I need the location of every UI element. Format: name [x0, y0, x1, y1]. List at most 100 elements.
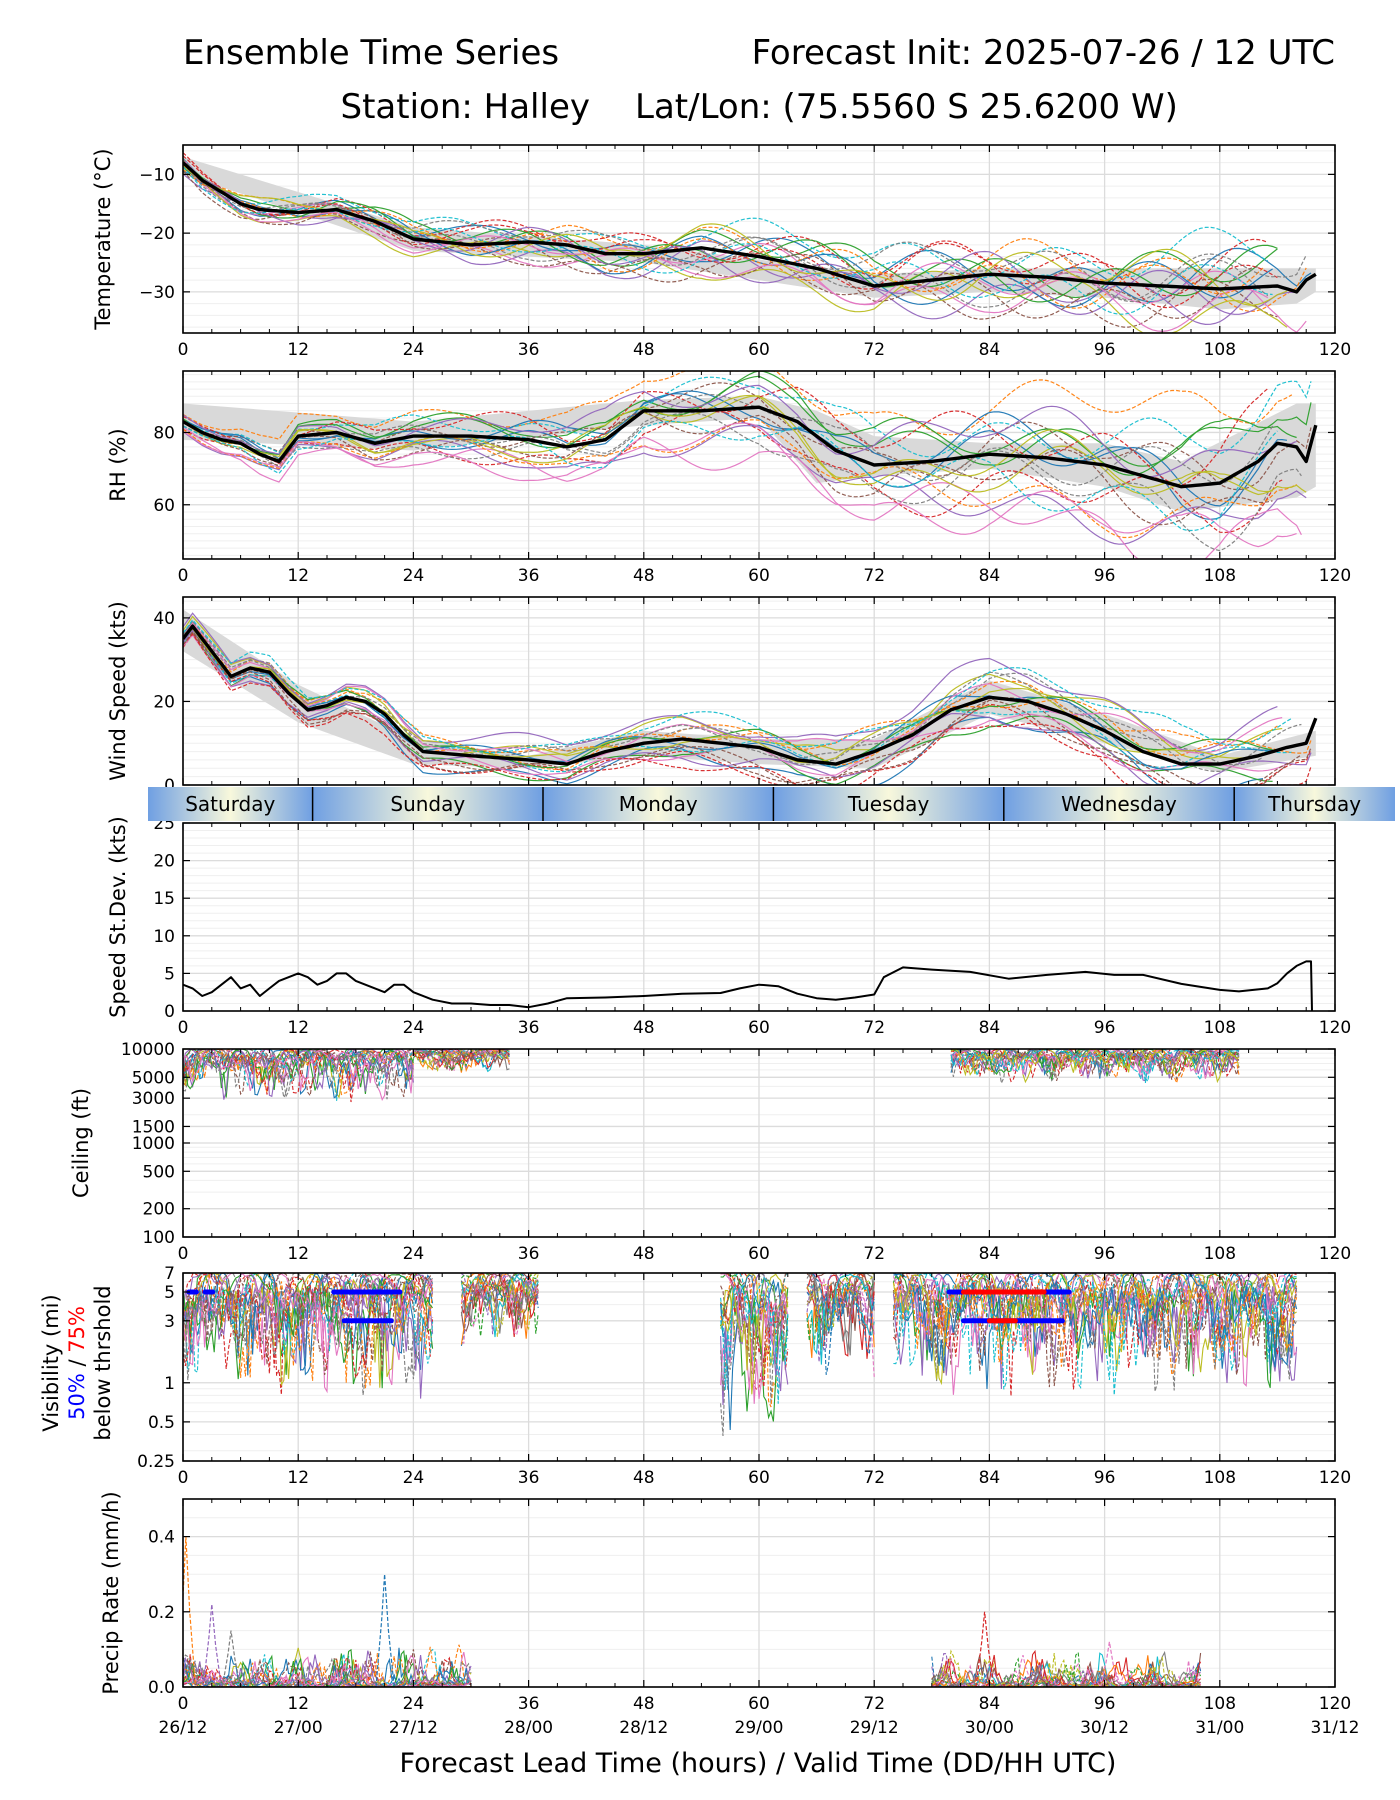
- precip-x-tick-label: 72: [863, 1694, 885, 1714]
- wind-member-line: [183, 631, 1302, 785]
- wind-y-axis: 0 20 40: [153, 609, 1335, 796]
- temp-member-line: [183, 166, 1273, 315]
- day-label-saturday: Saturday: [185, 792, 275, 816]
- day-label-wednesday: Wednesday: [1061, 792, 1177, 816]
- precip-x-axis: 0 26/12 12 27/00 24 27/12 36 28/00 48 28/12 60 29/0…: [159, 1499, 1360, 1738]
- temp-plot-area: [183, 152, 1317, 333]
- visibility-member-line: [807, 1273, 875, 1337]
- temp-x-tick-label: 48: [633, 340, 655, 360]
- visibility-member-line: [893, 1273, 1298, 1371]
- day-label-sunday: Sunday: [390, 792, 465, 816]
- visibility-member-line: [183, 1273, 433, 1366]
- rh-member-line: [183, 424, 1307, 545]
- rh-x-tick-label: 96: [1094, 566, 1116, 586]
- temp-x-tick-label: 0: [178, 340, 189, 360]
- valid-time-label: 26/12: [159, 1718, 208, 1738]
- ceiling-y-tick-label: 10000: [121, 1040, 175, 1060]
- speed_sd-x-axis: 0 12 24 36 48 60 72 84 96 108 120: [178, 823, 1351, 1038]
- rh-x-axis: 0 12 24 36 48 60 72 84 96 108 120: [178, 371, 1351, 586]
- valid-time-label: 28/12: [619, 1718, 668, 1738]
- precip-x-tick-label: 84: [979, 1694, 1001, 1714]
- day-label-tuesday: Tuesday: [847, 792, 930, 816]
- ceiling-x-tick-label: 108: [1204, 1244, 1236, 1264]
- ceiling-x-axis: 0 12 24 36 48 60 72 84 96 108 120: [178, 1049, 1351, 1264]
- precip-x-tick-label: 60: [748, 1694, 770, 1714]
- temp-member-line: [183, 155, 1269, 297]
- visibility-member-line: [806, 1273, 875, 1336]
- temp-y-tick-label: −30: [139, 283, 175, 303]
- ceiling-plot-area: [183, 1049, 1240, 1103]
- day-band-cell: [1234, 787, 1395, 821]
- precip-peak-line: [375, 1574, 395, 1687]
- temp-y-tick-label: −10: [139, 165, 175, 185]
- visibility-x-tick-label: 48: [633, 1468, 655, 1488]
- rh-member-line: [183, 375, 1312, 476]
- wind-member-line: [183, 621, 1283, 771]
- precip-y-tick-label: 0.4: [148, 1528, 175, 1548]
- wind-plot-area: [183, 609, 1318, 785]
- ceiling-member-line: [950, 1049, 1240, 1083]
- panel-temp: 0 12 24 36 48 60 72 84 96 108 120 −10 −20 −30 Temperat…: [91, 144, 1351, 360]
- speed_sd-x-tick-label: 36: [518, 1018, 540, 1038]
- speed_sd-x-tick-label: 108: [1204, 1018, 1236, 1038]
- speed_sd-x-tick-label: 48: [633, 1018, 655, 1038]
- speed_sd-x-tick-label: 72: [863, 1018, 885, 1038]
- speed_sd-x-tick-label: 0: [178, 1018, 189, 1038]
- wind-member-line: [183, 630, 1312, 785]
- precip-x-tick-label: 96: [1094, 1694, 1116, 1714]
- ceiling-x-tick-label: 84: [979, 1244, 1001, 1264]
- wind-member-line: [183, 621, 1312, 771]
- speed_sd-x-tick-label: 24: [403, 1018, 425, 1038]
- temp-member-line: [183, 170, 1278, 328]
- panel-wind: 0122436486072849610812002040Wind Speed (…: [106, 596, 1351, 812]
- visibility-member-line: [806, 1273, 875, 1357]
- temp-member-line: [183, 160, 1307, 312]
- wind-member-line: [183, 633, 1312, 785]
- ceiling-y-axis-label: Ceiling (ft): [69, 1088, 93, 1198]
- ceiling-member-line: [950, 1049, 1240, 1079]
- day-label-thursday: Thursday: [1267, 792, 1361, 816]
- visibility-member-line: [720, 1273, 789, 1395]
- visibility-ylabel-line3: below thrshold: [91, 1285, 115, 1440]
- visibility-x-tick-label: 96: [1094, 1468, 1116, 1488]
- rh-member-line: [183, 395, 1273, 495]
- valid-time-label: 27/00: [274, 1718, 323, 1738]
- wind-y-tick-label: 20: [153, 692, 175, 712]
- temp-x-tick-label: 120: [1319, 340, 1351, 360]
- visibility-member-line: [460, 1273, 539, 1337]
- precip-x-tick-label: 48: [633, 1694, 655, 1714]
- visibility-x-tick-label: 24: [403, 1468, 425, 1488]
- precip-y-tick-label: 0.2: [148, 1603, 175, 1623]
- visibility-plot-area: [183, 1273, 1298, 1437]
- visibility-x-axis: 0 12 24 36 48 60 72 84 96 108 120: [178, 1273, 1351, 1488]
- visibility-ylabel-50pct: 50%: [65, 1373, 89, 1420]
- visibility-y-tick-label: 0.25: [137, 1452, 175, 1472]
- precip-x-tick-label: 36: [518, 1694, 540, 1714]
- speed_sd-y-tick-label: 5: [164, 964, 175, 984]
- temp-member-line: [183, 165, 1259, 319]
- speed_sd-y-tick-label: 15: [153, 889, 175, 909]
- rh-x-tick-label: 72: [863, 566, 885, 586]
- precip-peak-line: [221, 1630, 242, 1687]
- precip-member-line: [931, 1664, 1202, 1687]
- speed_sd-y-tick-label: 0: [164, 1002, 175, 1022]
- rh-member-line: [183, 394, 1307, 496]
- wind-y-tick-label: 40: [153, 609, 175, 629]
- precip-member-line: [183, 1657, 472, 1687]
- precip-member-line: [931, 1654, 1201, 1687]
- visibility-y-tick-label: 3: [164, 1312, 175, 1332]
- ceiling-y-tick-label: 200: [143, 1200, 175, 1220]
- temp-y-axis: −10 −20 −30: [139, 165, 1335, 303]
- visibility-ylabel-line2: 50% / 75%: [65, 1306, 89, 1420]
- temp-x-tick-label: 84: [979, 340, 1001, 360]
- ceiling-member-line: [413, 1049, 510, 1070]
- visibility-x-tick-label: 12: [287, 1468, 309, 1488]
- visibility-x-tick-label: 84: [979, 1468, 1001, 1488]
- precip-x-tick-label: 12: [287, 1694, 309, 1714]
- ceiling-member-line: [950, 1049, 1240, 1079]
- rh-member-line: [183, 371, 1297, 467]
- precip-x-tick-label: 0: [178, 1694, 189, 1714]
- latlon-title: Lat/Lon: (75.5560 S 25.6200 W): [635, 87, 1178, 127]
- ceiling-member-line: [950, 1049, 1240, 1085]
- visibility-member-line: [806, 1273, 875, 1362]
